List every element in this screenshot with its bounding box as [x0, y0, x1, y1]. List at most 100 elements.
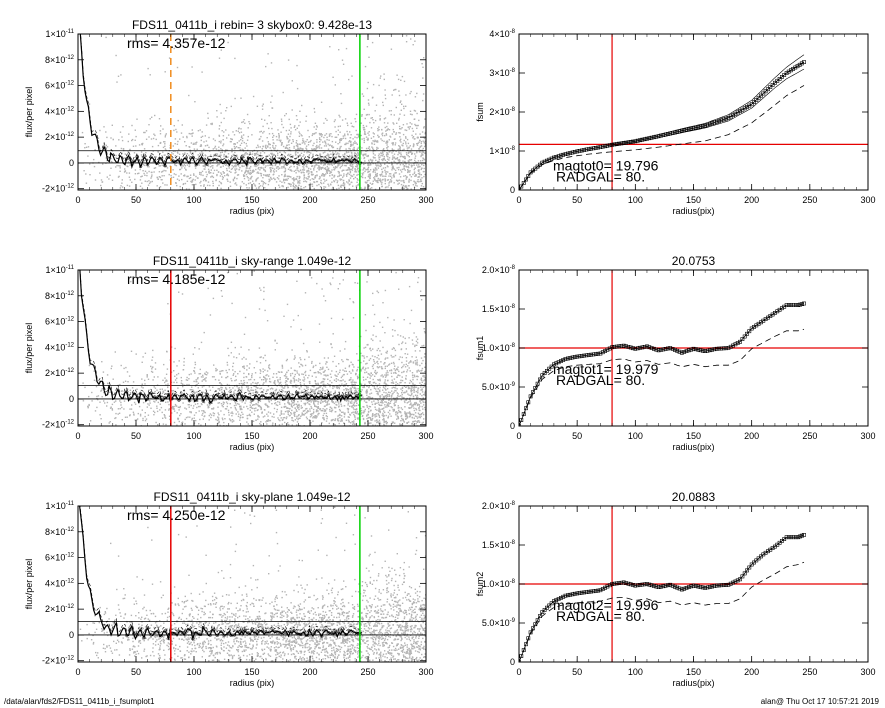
profile-point: [271, 393, 275, 397]
cumulative-flux-point: [703, 349, 708, 354]
cumulative-flux-point: [766, 87, 770, 92]
cumulative-flux-point: [772, 80, 777, 85]
cumulative-flux-point: [542, 371, 547, 376]
cumulative-flux-point: [651, 346, 656, 351]
cumulative-flux-point: [640, 345, 645, 350]
cumulative-flux-point: [640, 582, 645, 587]
profile-point: [326, 393, 331, 397]
x-tick-label: 0: [516, 431, 521, 441]
cumulative-flux-point: [779, 75, 784, 79]
cumulative-flux-point: [577, 149, 582, 153]
y-tick-label: 1×10-11: [45, 29, 74, 39]
profile-point: [330, 631, 334, 635]
x-tick-label: 250: [802, 195, 817, 205]
cumulative-flux-point: [686, 585, 691, 590]
x-tick-label: 150: [686, 431, 701, 441]
profile-point: [166, 636, 171, 640]
cumulative-flux-point: [584, 590, 589, 595]
profile-point: [145, 626, 150, 630]
profile-point: [219, 395, 223, 399]
profile-point: [347, 393, 352, 398]
profile-point: [243, 160, 247, 164]
profile-point: [201, 399, 205, 403]
profile-point: [156, 629, 160, 633]
x-tick-label: 250: [802, 667, 817, 677]
profile-point: [142, 394, 146, 398]
profile-point: [257, 629, 261, 633]
y-tick-label: 4×10-12: [45, 342, 75, 352]
cumulative-flux-point: [670, 346, 675, 351]
cumulative-flux-point: [600, 350, 605, 355]
cumulative-flux-point: [791, 535, 796, 540]
cumulative-flux-point: [645, 582, 649, 586]
cumulative-flux-point: [719, 118, 724, 123]
cumulative-flux-point: [521, 181, 526, 185]
cumulative-flux-point: [628, 345, 633, 350]
rms-annotation: rms= 4.357e-12: [127, 35, 226, 51]
y-tick-label: 5.0×10-9: [482, 618, 516, 628]
profile-point: [128, 396, 132, 400]
profile-point: [243, 394, 247, 399]
cumulative-flux-point: [524, 406, 528, 411]
y-tick-label: 4×10-8: [489, 29, 515, 39]
cumulative-flux-point: [598, 588, 603, 593]
x-tick-label: 0: [75, 431, 80, 441]
cumulative-flux-point: [691, 583, 696, 588]
chart-title: FDS11_0411b_i sky-range 1.049e-12: [153, 254, 352, 268]
x-tick-label: 50: [572, 667, 582, 677]
profile-point: [344, 394, 348, 398]
cumulative-flux-point: [752, 100, 756, 105]
x-tick-label: 0: [75, 667, 80, 677]
cumulative-flux-point: [607, 346, 612, 351]
cumulative-flux-point: [649, 583, 654, 588]
cumulative-flux-point: [802, 60, 806, 65]
x-tick-label: 150: [686, 667, 701, 677]
profile-point: [177, 630, 181, 634]
cumulative-flux-point: [721, 346, 726, 351]
profile-point: [184, 395, 188, 399]
cumulative-flux-point: [524, 177, 528, 182]
profile-point: [149, 155, 153, 159]
profile-point: [219, 629, 223, 634]
x-tick-label: 300: [418, 667, 433, 677]
profile-point: [295, 632, 299, 636]
plot-area: [78, 506, 426, 662]
cumulative-flux-point: [624, 140, 628, 145]
profile-point: [159, 157, 164, 161]
cumulative-flux-point: [717, 119, 722, 123]
profile-point: [260, 160, 265, 165]
cumulative-flux-point: [591, 146, 596, 151]
cumulative-flux-point: [740, 337, 745, 342]
cumulative-flux-point: [633, 583, 638, 588]
profile-point: [354, 394, 359, 398]
cumulative-flux-point: [689, 584, 694, 589]
cumulative-flux-point: [651, 583, 656, 588]
cumulative-flux-point: [714, 119, 719, 124]
profile-point: [138, 392, 143, 396]
cumulative-flux-point: [698, 585, 703, 589]
y-axis-label: flux/per pixel: [24, 323, 34, 374]
cumulative-flux-point: [689, 126, 694, 131]
cumulative-flux-point: [612, 344, 617, 349]
cumulative-flux-point: [658, 584, 663, 589]
profile-point: [337, 158, 341, 163]
cumulative-flux-point: [572, 150, 577, 154]
plot-area: [78, 34, 426, 190]
cumulative-flux-point: [738, 339, 742, 344]
profile-point: [243, 628, 247, 633]
cumulative-flux-point: [691, 346, 696, 351]
profile-point: [239, 156, 244, 161]
cumulative-flux-point: [656, 585, 661, 590]
cumulative-flux-point: [542, 159, 547, 164]
cumulative-flux-point: [703, 123, 708, 128]
cumulative-flux-point: [605, 143, 610, 148]
profile-point: [208, 401, 212, 405]
profile-point: [330, 159, 334, 164]
cumulative-flux-point: [582, 590, 587, 595]
cumulative-flux-point: [686, 127, 691, 132]
cumulative-flux-point: [738, 577, 742, 582]
y-tick-label: 1×10-11: [45, 501, 74, 511]
x-axis-label: radius(pix): [672, 442, 714, 452]
cumulative-flux-point: [658, 347, 663, 352]
cumulative-flux-point: [570, 150, 575, 155]
